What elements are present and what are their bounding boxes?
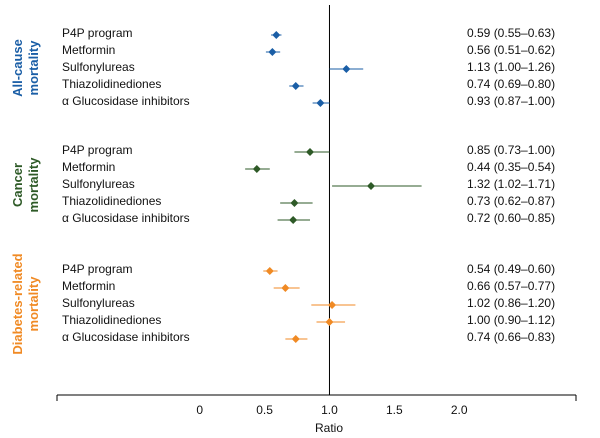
point-estimate: [268, 48, 277, 56]
value-label: 0.85 (0.73–1.00): [467, 143, 555, 157]
row-label: α Glucosidase inhibitors: [62, 94, 190, 108]
x-tick-label: 1.5: [386, 403, 403, 417]
group-label: Cancermortality: [10, 157, 41, 213]
row-label: Thiazolidinediones: [62, 313, 161, 327]
value-label: 1.02 (0.86–1.20): [467, 296, 555, 310]
value-label: 0.74 (0.69–0.80): [467, 77, 555, 91]
value-label: 1.13 (1.00–1.26): [467, 60, 555, 74]
row-label: Sulfonylureas: [62, 296, 135, 310]
group-label: All-causemortality: [10, 39, 41, 97]
x-tick-label: 1.0: [321, 403, 338, 417]
group-label-line: mortality: [26, 157, 41, 213]
point-estimate: [366, 182, 375, 190]
point-estimate: [252, 165, 261, 173]
row-label: P4P program: [62, 262, 132, 276]
point-estimate: [289, 216, 298, 224]
row-label: Thiazolidinediones: [62, 194, 161, 208]
point-estimate: [265, 267, 274, 275]
group-label: Diabetes-relatedmortality: [10, 253, 41, 354]
point-estimate: [291, 82, 300, 90]
row-label: P4P program: [62, 26, 132, 40]
value-label: 0.54 (0.49–0.60): [467, 262, 555, 276]
row-label: α Glucosidase inhibitors: [62, 330, 190, 344]
value-label: 0.66 (0.57–0.77): [467, 279, 555, 293]
point-estimate: [306, 148, 315, 156]
row-label: Thiazolidinediones: [62, 77, 161, 91]
value-label: 0.72 (0.60–0.85): [467, 211, 555, 225]
row-label: Sulfonylureas: [62, 177, 135, 191]
row-label: P4P program: [62, 143, 132, 157]
group-label-line: mortality: [26, 276, 41, 332]
x-axis-label: Ratio: [315, 421, 343, 435]
value-label: 0.59 (0.55–0.63): [467, 26, 555, 40]
value-label: 1.00 (0.90–1.12): [467, 313, 555, 327]
point-estimate: [328, 301, 337, 309]
point-estimate: [281, 284, 290, 292]
point-estimate: [316, 99, 325, 107]
point-estimate: [291, 335, 300, 343]
value-label: 1.32 (1.02–1.71): [467, 177, 555, 191]
value-label: 0.74 (0.66–0.83): [467, 330, 555, 344]
point-estimate: [342, 65, 351, 73]
row-label: Metformin: [62, 160, 115, 174]
row-label: α Glucosidase inhibitors: [62, 211, 190, 225]
value-label: 0.56 (0.51–0.62): [467, 43, 555, 57]
x-tick-label: 2.0: [451, 403, 468, 417]
point-estimate: [272, 31, 281, 39]
row-label: Metformin: [62, 279, 115, 293]
row-label: Metformin: [62, 43, 115, 57]
group-label-line: Diabetes-related: [10, 253, 25, 354]
value-label: 0.93 (0.87–1.00): [467, 94, 555, 108]
group-label-line: mortality: [26, 40, 41, 96]
row-label: Sulfonylureas: [62, 60, 135, 74]
point-estimate: [290, 199, 299, 207]
x-tick-label: 0: [196, 403, 203, 417]
group-label-line: All-cause: [10, 39, 25, 97]
x-tick-label: 0.5: [256, 403, 273, 417]
value-label: 0.44 (0.35–0.54): [467, 160, 555, 174]
group-label-line: Cancer: [10, 163, 25, 207]
point-estimate: [325, 318, 334, 326]
value-label: 0.73 (0.62–0.87): [467, 194, 555, 208]
